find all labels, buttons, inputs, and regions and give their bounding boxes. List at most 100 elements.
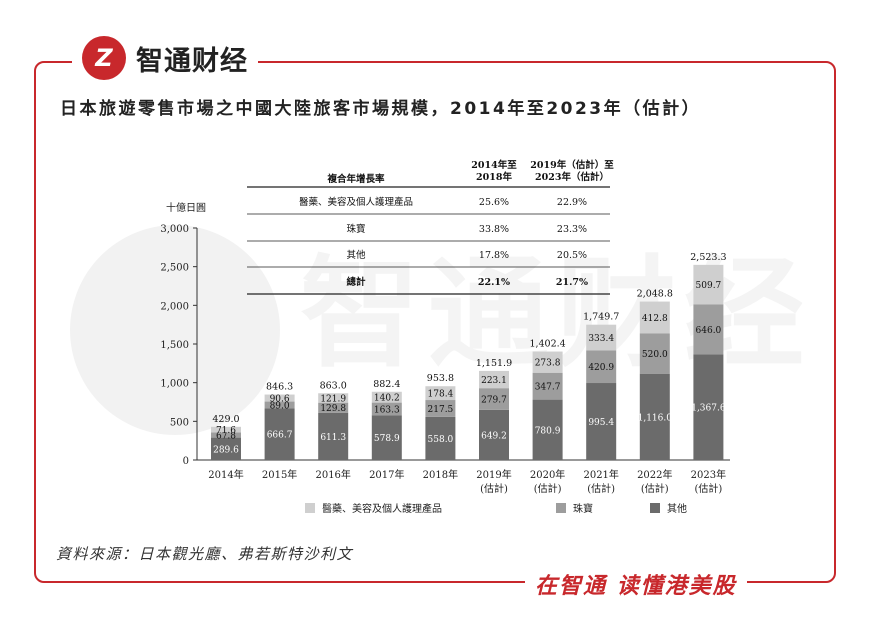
slogan: 在智通 读懂港美股 (535, 574, 737, 599)
bar-segment (264, 394, 295, 402)
bar-segment (371, 402, 402, 416)
bar-segment (479, 388, 509, 410)
data-label: 646.0 (696, 326, 722, 336)
bar-segment (425, 386, 456, 401)
data-label: 90.6 (270, 395, 290, 405)
legend-label: 其他 (667, 502, 687, 515)
x-tick-label: 2019年 (476, 468, 511, 481)
data-label: 412.8 (642, 314, 668, 324)
table-header: 2014年至 (471, 159, 517, 171)
data-label: 71.6 (216, 426, 236, 436)
bar-segment (693, 264, 724, 305)
bar-segment (693, 354, 724, 460)
table-cell: 17.8% (479, 250, 509, 261)
bar-segment (639, 301, 670, 334)
table-cell: 22.9% (557, 197, 587, 208)
total-label: 1,151.9 (476, 358, 512, 369)
data-label: 178.4 (428, 390, 454, 400)
bar-segment (425, 400, 456, 417)
data-label: 333.4 (588, 334, 614, 344)
data-label: 611.3 (320, 433, 346, 443)
bar-segment (586, 324, 617, 351)
y-axis-label: 十億日圓 (166, 201, 206, 214)
x-tick-label: 2015年 (262, 468, 297, 481)
bar-segment (318, 393, 349, 403)
data-label: 1,367.6 (691, 404, 726, 414)
slogan-banner: 在智通 读懂港美股 (525, 566, 747, 602)
bar-segment (693, 304, 724, 355)
data-label: 649.2 (481, 431, 507, 441)
bar-segment (532, 372, 563, 400)
bar-segment (211, 426, 241, 433)
total-label: 882.4 (373, 379, 400, 390)
bar-segment (479, 370, 509, 389)
brand-logo-icon: Z (82, 36, 126, 80)
data-label: 140.2 (374, 394, 400, 404)
total-label: 953.8 (427, 373, 454, 384)
bar-segment (639, 333, 670, 374)
data-label: 1,116.0 (638, 413, 673, 423)
x-tick-label: (估計) (694, 482, 722, 495)
bar-segment (318, 412, 349, 460)
total-label: 2,523.3 (690, 252, 726, 263)
bar-segment (371, 415, 402, 460)
x-tick-label: 2021年 (583, 468, 618, 481)
legend-swatch (556, 503, 566, 513)
data-label: 420.9 (588, 363, 614, 373)
data-label: 780.9 (535, 426, 561, 436)
bar-segment (211, 432, 241, 438)
legend-label: 珠寶 (573, 502, 593, 515)
table-row-label: 醫藥、美容及個人護理產品 (299, 196, 413, 208)
y-tick-label: 3,000 (160, 224, 189, 235)
content-frame (34, 61, 836, 583)
y-tick-label: 2,000 (160, 301, 189, 312)
table-cell: 33.8% (479, 224, 509, 235)
total-label: 1,749.7 (583, 312, 619, 323)
data-label: 666.7 (267, 431, 293, 441)
table-row-label: 總計 (346, 276, 366, 288)
x-tick-label: 2017年 (369, 468, 404, 481)
table-row-label: 其他 (346, 249, 366, 261)
data-label: 217.5 (428, 405, 454, 415)
x-tick-label: 2022年 (637, 468, 672, 481)
data-label: 273.8 (535, 359, 561, 369)
data-label: 163.3 (374, 405, 400, 415)
total-label: 863.0 (320, 380, 347, 391)
x-tick-label: 2023年 (691, 468, 726, 481)
table-cell: 21.7% (556, 277, 588, 288)
table-cell: 20.5% (557, 250, 587, 261)
page-title: 日本旅遊零售市場之中國大陸旅客市場規模，2014年至2023年（估計） (60, 99, 702, 119)
data-label: 520.0 (642, 350, 668, 360)
total-label: 1,402.4 (529, 339, 565, 350)
x-tick-label: (估計) (480, 482, 508, 495)
bar-segment (479, 409, 509, 460)
x-tick-label: (估計) (587, 482, 615, 495)
bar-segment (425, 416, 456, 460)
y-tick-label: 1,000 (160, 379, 189, 390)
bar-segment (586, 350, 617, 384)
y-tick-label: 0 (183, 456, 189, 467)
legend-label: 醫藥、美容及個人護理產品 (322, 502, 442, 515)
table-cell: 25.6% (479, 197, 509, 208)
brand-logo: Z 智通财经 (72, 34, 258, 82)
table-header: 2018年 (476, 171, 512, 183)
legend-swatch (650, 503, 660, 513)
table-cell: 23.3% (557, 224, 587, 235)
data-label: 121.9 (320, 394, 346, 404)
data-label: 279.7 (481, 395, 507, 405)
bar-segment (532, 351, 563, 373)
data-label: 558.0 (428, 435, 454, 445)
data-label: 995.4 (588, 418, 614, 428)
total-label: 429.0 (212, 414, 239, 425)
table-header: 2023年（估計） (535, 171, 609, 183)
data-label: 67.8 (216, 431, 236, 441)
table-header: 複合年增長率 (326, 173, 385, 185)
data-label: 223.1 (481, 376, 507, 386)
y-tick-label: 2,500 (160, 263, 189, 274)
table-cell: 22.1% (478, 277, 510, 288)
data-label: 289.6 (213, 445, 239, 455)
bar-segment (264, 401, 295, 409)
bar-segment (639, 373, 670, 460)
data-label: 578.9 (374, 434, 400, 444)
